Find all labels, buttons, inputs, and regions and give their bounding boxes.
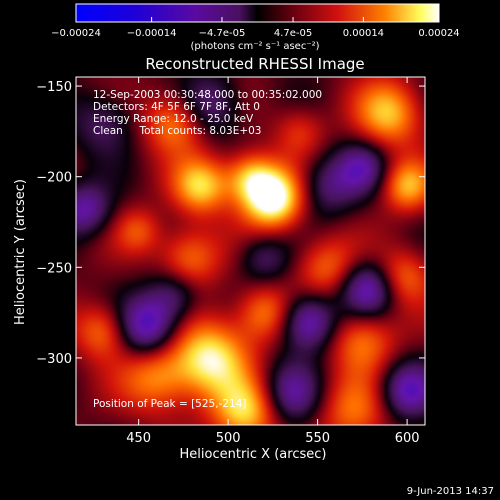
- colorbar-tick-label: 4.7e-05: [274, 28, 312, 39]
- colorbar: [75, 3, 440, 23]
- heatmap-plot: [75, 76, 426, 426]
- x-tick-label: 500: [216, 431, 241, 446]
- detectors-text: Detectors: 4F 5F 6F 7F 8F, Att 0: [93, 101, 260, 113]
- chart-title: Reconstructed RHESSI Image: [145, 55, 364, 73]
- y-tick-label: −300: [36, 352, 72, 367]
- colorbar-tick-label: 0.00014: [343, 28, 384, 39]
- plot-frame: [75, 76, 426, 426]
- axes: 450 500 550 600 −150 −200 −250 −300: [36, 77, 425, 446]
- x-tick-label: 600: [395, 431, 420, 446]
- x-axis-label: Heliocentric X (arcsec): [180, 447, 327, 462]
- colorbar-tick-label: −0.00014: [127, 28, 177, 39]
- colorbar-tick-label: −4.7e-05: [199, 28, 246, 39]
- colorbar-tick-label: −0.00024: [51, 28, 101, 39]
- colorbar-unit-label: (photons cm⁻² s⁻¹ asec⁻²): [190, 41, 319, 52]
- colorbar-ticks: −0.00024 −0.00014 −4.7e-05 4.7e-05 0.00014 0.…: [51, 17, 460, 39]
- y-tick-label: −250: [36, 261, 72, 276]
- annotations: 12-Sep-2003 00:30:48.000 to 00:35:02.000…: [93, 89, 322, 410]
- y-tick-label: −200: [36, 171, 72, 186]
- colorbar-tick-label: 0.00024: [418, 28, 459, 39]
- peak-position-text: Position of Peak = [525,-214]: [93, 398, 247, 410]
- footer-date: 9-Jun-2013 14:37: [407, 486, 494, 497]
- time-range-text: 12-Sep-2003 00:30:48.000 to 00:35:02.000: [93, 89, 322, 101]
- clean-counts-text: Clean Total counts: 8.03E+03: [93, 125, 262, 137]
- y-tick-label: −150: [36, 80, 72, 95]
- x-tick-label: 550: [305, 431, 330, 446]
- energy-range-text: Energy Range: 12.0 - 25.0 keV: [93, 113, 254, 125]
- y-axis-label: Heliocentric Y (arcsec): [13, 179, 28, 325]
- x-tick-label: 450: [126, 431, 151, 446]
- heatmap-image: [76, 77, 425, 425]
